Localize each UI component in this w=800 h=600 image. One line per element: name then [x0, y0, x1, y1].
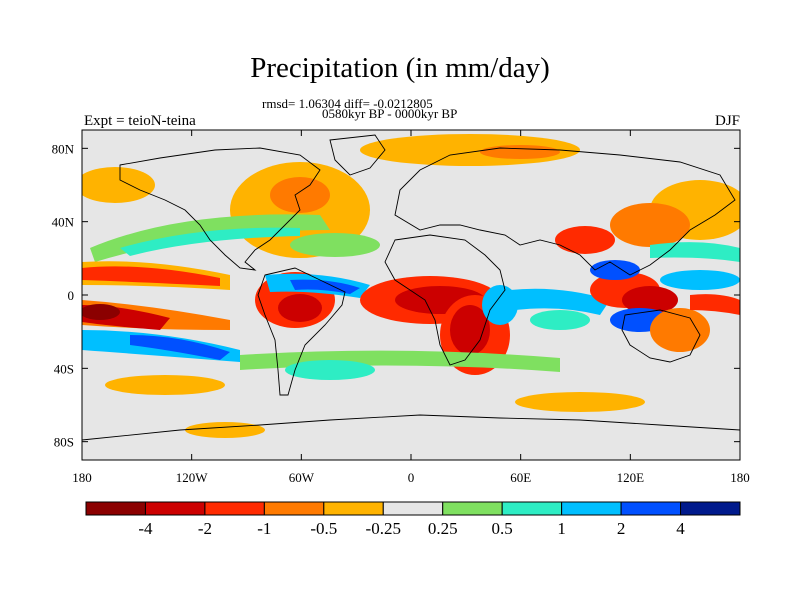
experiment-label: Expt = teioN-teina [84, 113, 196, 129]
season-label: DJF [714, 113, 740, 129]
colorbar-box [263, 501, 325, 516]
y-axis-ticks: 80N 40N 0 40S 80S [52, 141, 740, 450]
rmsd-diff-text: rmsd= 1.06304 diff= -0.0212805 [262, 96, 433, 111]
x-tick-label: 0 [408, 470, 415, 485]
coastline-south-america [257, 267, 346, 396]
colorbar: -4 -2 -1 -0.5 -0.25 0.25 0.5 1 2 4 [85, 501, 741, 538]
colorbar-box [323, 501, 384, 516]
y-tick-label: 0 [68, 288, 75, 303]
colorbar-label: -2 [198, 519, 212, 538]
x-tick-label: 60E [510, 470, 531, 485]
x-tick-label: 120W [176, 470, 209, 485]
continent-outlines [82, 134, 740, 441]
colorbar-box [501, 501, 563, 516]
colorbar-label: -4 [138, 519, 153, 538]
x-tick-label: 120E [617, 470, 645, 485]
colorbar-label: 4 [676, 519, 685, 538]
colorbar-label: -1 [257, 519, 271, 538]
colorbar-box [561, 501, 622, 516]
y-tick-label: 80S [54, 435, 74, 450]
colorbar-box [85, 501, 146, 516]
period-text: 0580kyr BP - 0000kyr BP [322, 106, 458, 121]
page-title: Precipitation (in mm/day) [250, 52, 550, 84]
colorbar-box [382, 501, 444, 516]
coastline-antarctica [82, 414, 740, 441]
x-tick-label: 180 [72, 470, 92, 485]
colorbar-label: 2 [617, 519, 626, 538]
colorbar-box [680, 501, 741, 516]
colorbar-label: 0.5 [492, 519, 513, 538]
y-tick-label: 40N [52, 215, 75, 230]
colorbar-box [620, 501, 682, 516]
coastline-australia [621, 309, 701, 363]
colorbar-label: -0.5 [310, 519, 337, 538]
colorbar-label: 0.25 [428, 519, 458, 538]
y-tick-label: 80N [52, 141, 75, 156]
x-axis-ticks: 180 120W 60W 0 60E 120E 180 [72, 130, 750, 485]
colorbar-box [442, 501, 503, 516]
colorbar-label: -0.25 [366, 519, 401, 538]
coastline-north-america [119, 147, 321, 271]
colorbar-label: 1 [557, 519, 566, 538]
precip-anomaly-field [82, 134, 740, 438]
coastline-eurasia [394, 147, 736, 276]
colorbar-box [144, 501, 206, 516]
coastline-greenland [329, 134, 386, 176]
coastline-africa [384, 234, 506, 366]
x-tick-label: 60W [289, 470, 315, 485]
y-tick-label: 40S [54, 361, 74, 376]
colorbar-box [204, 501, 265, 516]
x-tick-label: 180 [730, 470, 750, 485]
